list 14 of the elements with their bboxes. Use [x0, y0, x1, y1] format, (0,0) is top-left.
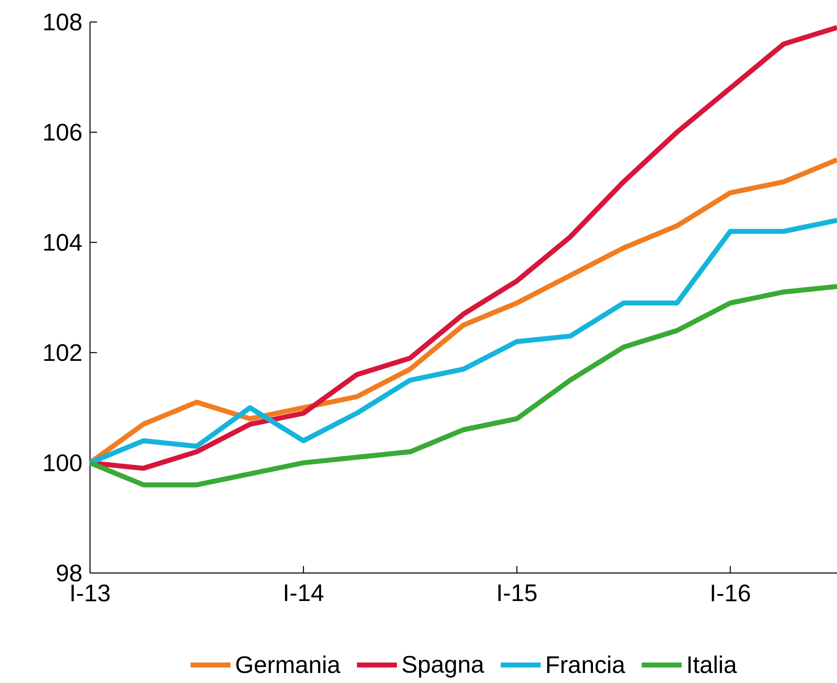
- legend-label: Francia: [547, 656, 626, 674]
- legend-label: Germania: [236, 656, 340, 674]
- y-tick-label: 102: [44, 344, 82, 362]
- y-tick-label: 104: [44, 234, 82, 251]
- x-tick-label: I-16: [712, 584, 750, 602]
- x-tick-label: I-15: [498, 584, 537, 602]
- legend-label: Italia: [688, 656, 737, 674]
- x-tick-label: I-13: [72, 584, 110, 602]
- y-tick-label: 106: [44, 124, 82, 141]
- y-tick-label: 98: [56, 564, 82, 582]
- legend-label: Spagna: [402, 656, 484, 678]
- y-tick-label: 100: [44, 454, 82, 472]
- x-tick-label: I-14: [284, 584, 324, 602]
- y-tick-label: 108: [44, 14, 82, 30]
